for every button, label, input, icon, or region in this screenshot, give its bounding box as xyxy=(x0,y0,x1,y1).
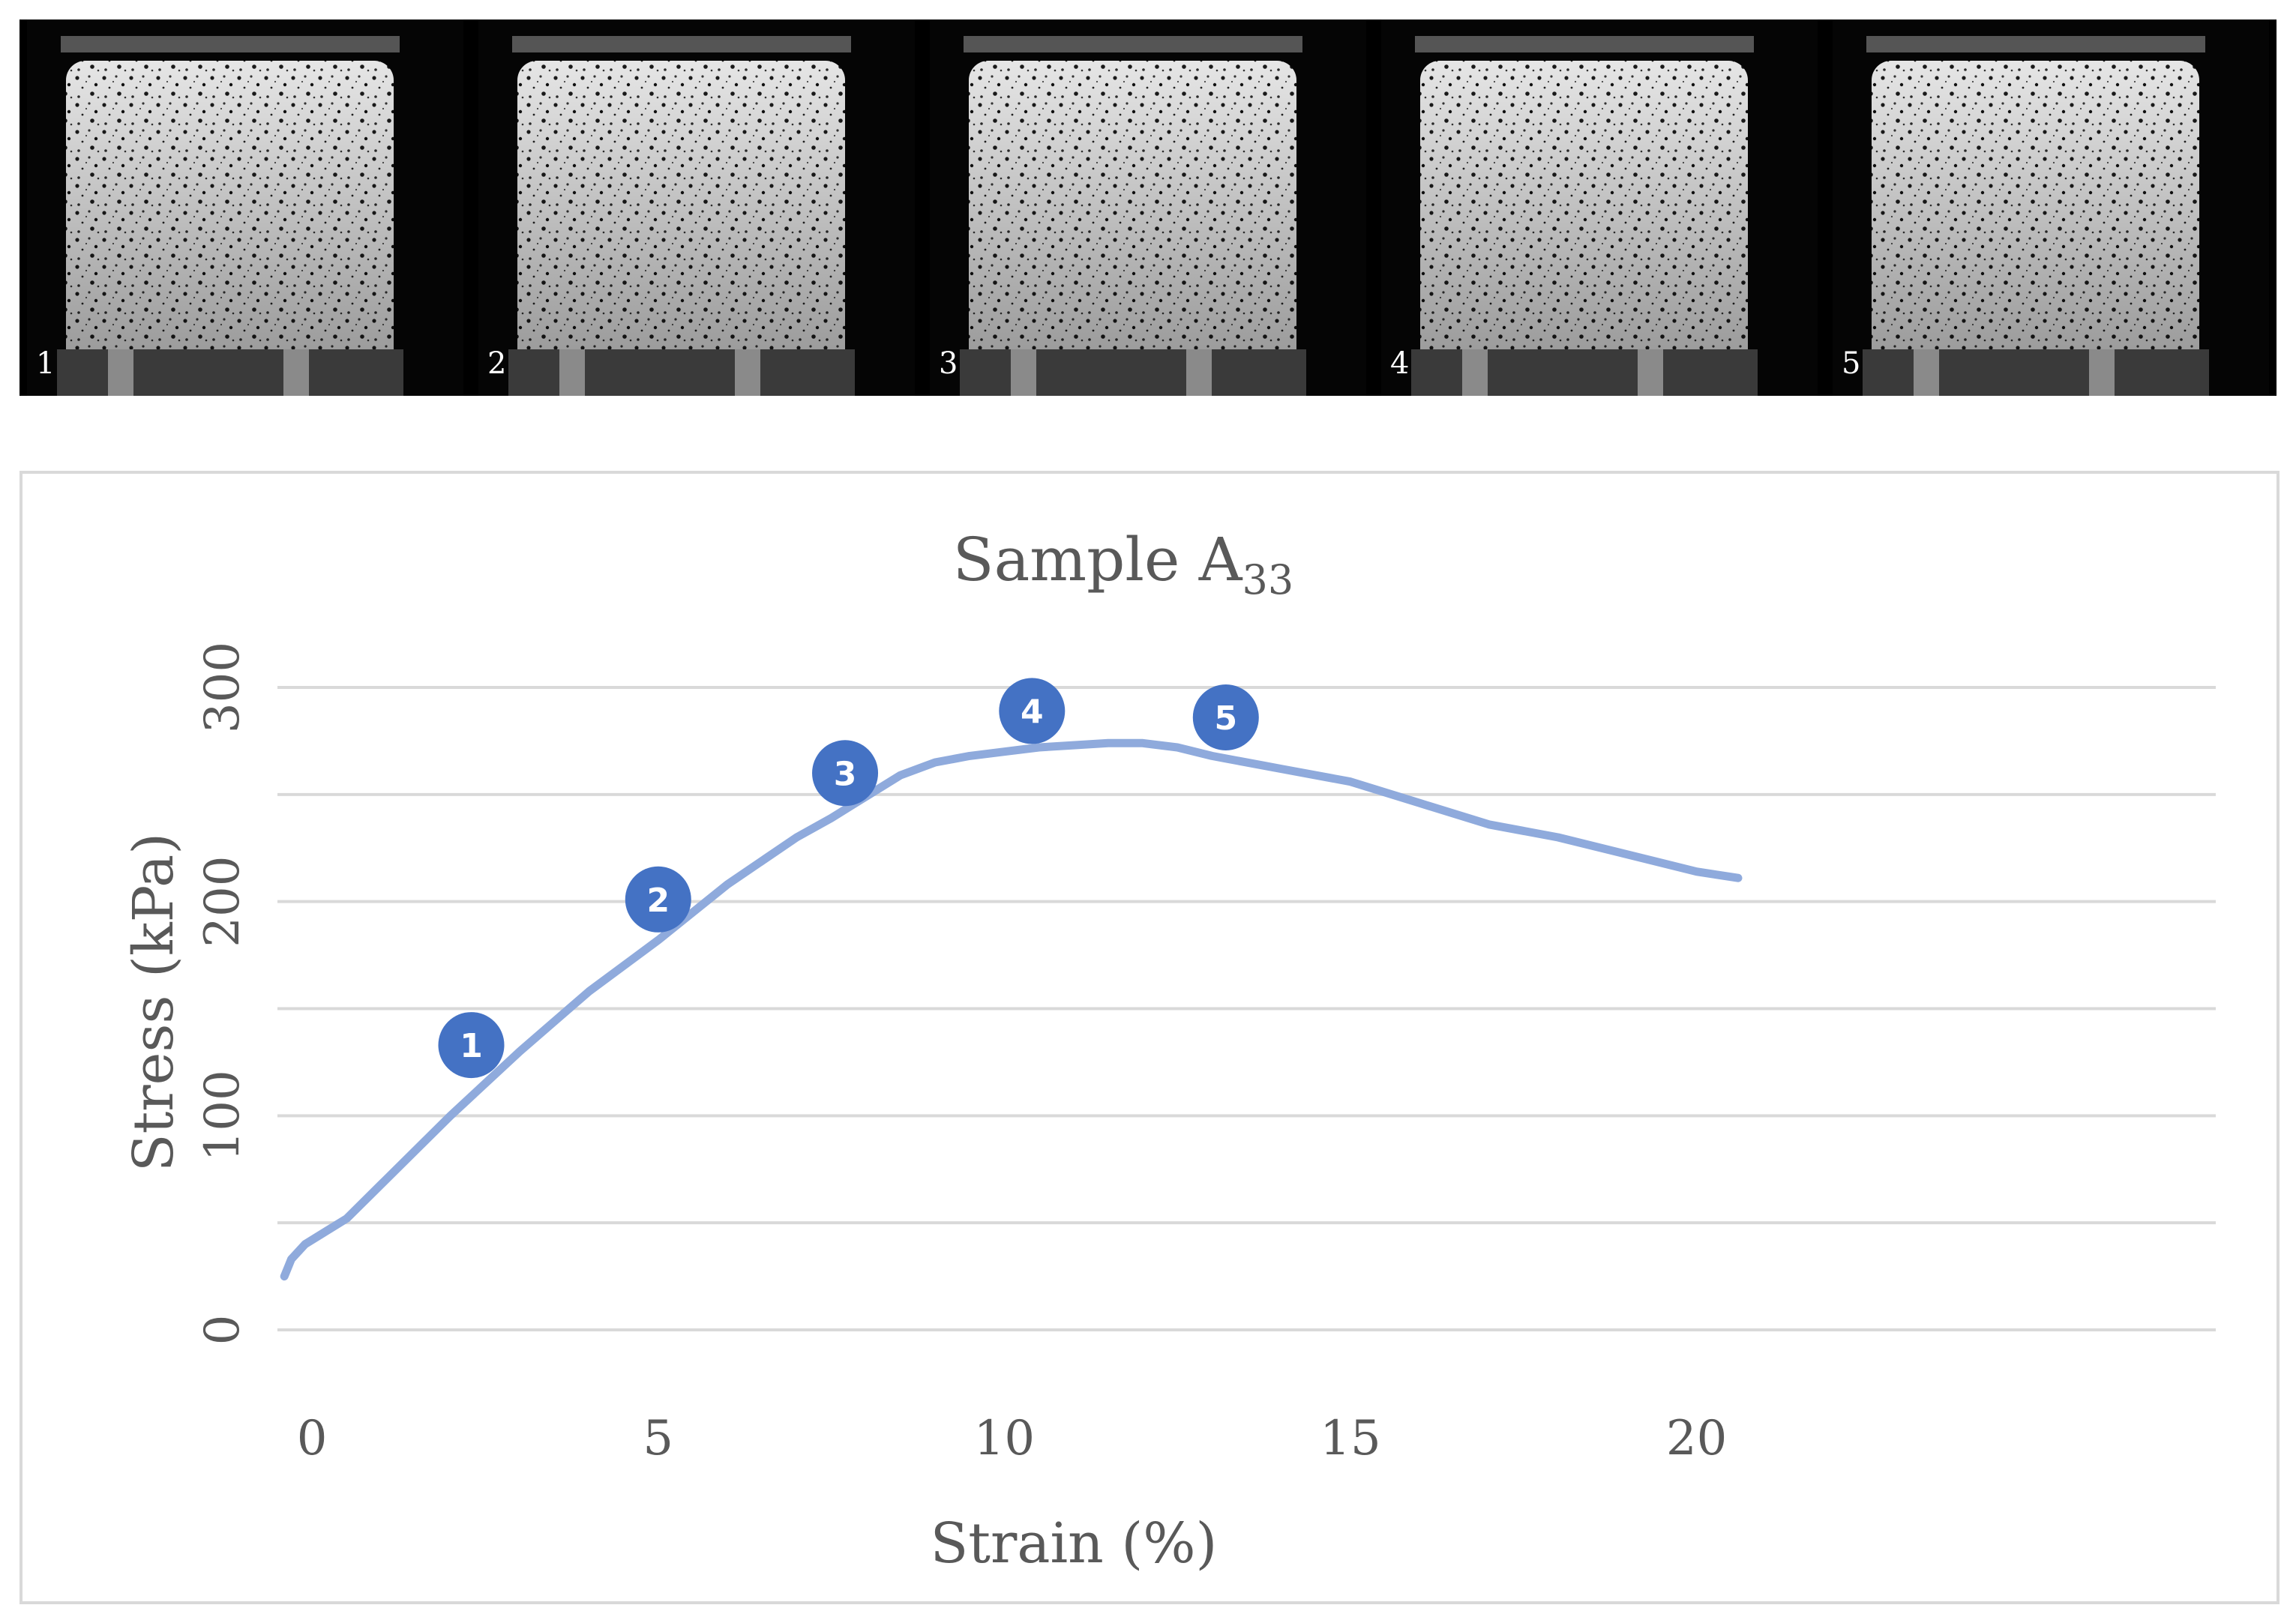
photo-frame-label: 4 xyxy=(1390,346,1409,381)
x-tick-label: 15 xyxy=(1320,1411,1380,1466)
stress-strain-chart: Sample A33 0 100 200 300 0 5 10 15 20 1 2 3 4 5 Str… xyxy=(121,525,2216,1576)
top-platen xyxy=(964,36,1302,52)
dic-photo-strip: 1 2 3 4 5 xyxy=(19,19,2277,396)
y-tick-label: 100 xyxy=(195,1070,250,1161)
annotation-marker-circle xyxy=(999,678,1066,744)
specimen-shading xyxy=(517,61,845,376)
chart-frame: Sample A33 0 100 200 300 0 5 10 15 20 1 2 3 4 5 Str… xyxy=(19,471,2280,1604)
photo-frame: 4 xyxy=(1381,19,1818,396)
annotation-marker-label: 2 xyxy=(646,882,670,920)
annotation-marker-label: 4 xyxy=(1021,693,1044,731)
x-tick-label: 10 xyxy=(974,1411,1035,1466)
top-platen xyxy=(1866,36,2205,52)
series-line xyxy=(280,738,1743,1281)
gridlines xyxy=(277,686,2216,1331)
platen-highlight xyxy=(559,349,585,396)
y-tick-label: 300 xyxy=(195,642,250,733)
annotation-marker: 5 xyxy=(1192,684,1259,750)
photo-frame-label: 2 xyxy=(487,346,506,381)
annotation-marker-circle xyxy=(812,740,879,807)
platen-highlight xyxy=(108,349,133,396)
platen-highlight xyxy=(1914,349,1939,396)
annotation-marker-circle xyxy=(625,866,691,933)
annotation-marker: 3 xyxy=(812,740,879,807)
series-lines xyxy=(280,738,1743,1281)
y-tick-label: 200 xyxy=(195,856,250,948)
annotation-marker: 1 xyxy=(438,1012,505,1079)
chart-title: Sample A33 xyxy=(953,525,1293,603)
photo-strip-svg: 1 2 3 4 5 xyxy=(27,19,2269,396)
specimen-shading xyxy=(66,61,394,376)
photo-frame-label: 5 xyxy=(1842,346,1860,381)
annotation-marker-label: 1 xyxy=(460,1027,483,1065)
platen-highlight xyxy=(1186,349,1212,396)
photo-frame: 3 xyxy=(930,19,1366,396)
platen-highlight xyxy=(1462,349,1488,396)
x-tick-label: 20 xyxy=(1666,1411,1727,1466)
top-platen xyxy=(1415,36,1754,52)
photo-frame: 2 xyxy=(478,19,915,396)
photo-frame: 5 xyxy=(1833,19,2269,396)
x-tick-label: 0 xyxy=(297,1411,328,1466)
annotation-marker-label: 5 xyxy=(1214,699,1237,738)
photo-frame: 1 xyxy=(27,19,463,396)
specimen-shading xyxy=(1420,61,1748,376)
specimen-shading xyxy=(969,61,1296,376)
annotation-marker-label: 3 xyxy=(834,755,857,793)
chart-title-subscript: 33 xyxy=(1242,556,1293,603)
chart-title-main: Sample A xyxy=(953,525,1243,594)
x-tick-labels: 0 5 10 15 20 xyxy=(297,1411,1728,1466)
top-platen xyxy=(512,36,851,52)
platen-highlight xyxy=(735,349,760,396)
annotation-marker-circle xyxy=(1192,684,1259,750)
annotation-marker: 4 xyxy=(999,678,1066,744)
annotation-marker-circle xyxy=(438,1012,505,1079)
x-tick-label: 5 xyxy=(643,1411,673,1466)
y-tick-labels: 0 100 200 300 xyxy=(195,642,250,1345)
annotation-markers: 1 2 3 4 5 xyxy=(438,678,1259,1079)
photo-frame-label: 3 xyxy=(939,346,958,381)
photo-frame-label: 1 xyxy=(36,346,55,381)
platen-highlight xyxy=(2089,349,2115,396)
y-tick-label: 0 xyxy=(195,1315,250,1346)
platen-highlight xyxy=(283,349,309,396)
top-platen xyxy=(61,36,400,52)
platen-highlight xyxy=(1011,349,1036,396)
x-axis-title: Strain (%) xyxy=(931,1511,1218,1576)
platen-highlight xyxy=(1638,349,1663,396)
y-axis-title: Stress (kPa) xyxy=(121,833,186,1172)
annotation-marker: 2 xyxy=(625,866,691,933)
specimen-shading xyxy=(1872,61,2199,376)
